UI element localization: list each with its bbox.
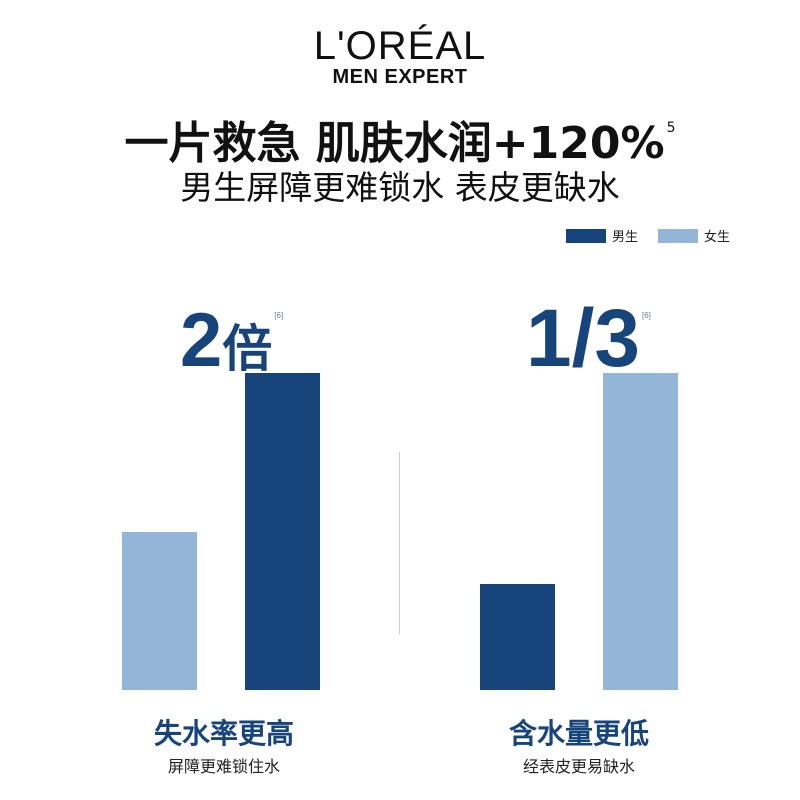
left-annotation-value: 2 <box>180 298 223 383</box>
right-chart-title: 含水量更低 <box>508 717 649 750</box>
right-annotation-ref: [6] <box>642 311 651 320</box>
left-annotation: 2倍[6] <box>180 276 283 389</box>
headline-footnote: 5 <box>666 120 676 136</box>
panel-divider <box>399 452 400 634</box>
right-annotation: 1/3 [6] <box>526 276 651 389</box>
subhead: 男生屏障更难锁水 表皮更缺水 <box>180 168 620 207</box>
right-annotation-value: 1/3 <box>526 293 640 384</box>
chart-legend: 男生 女生 <box>546 226 730 245</box>
legend-item-male: 男生 <box>565 226 638 245</box>
headline: 一片救急 肌肤水润+120% 5 <box>0 100 800 172</box>
left-annotation-ref: [6] <box>274 311 284 320</box>
legend-swatch-male <box>565 228 606 243</box>
left-annotation-suffix: 倍 <box>222 320 273 378</box>
legend-item-female: 女生 <box>657 226 730 245</box>
headline-text: 一片救急 肌肤水润+120% <box>124 118 665 169</box>
legend-label-male: 男生 <box>611 230 638 245</box>
left-chart-subtitle: 屏障更难锁住水 <box>167 757 280 776</box>
brand-sub-name: MEN EXPERT <box>332 66 468 88</box>
right-chart-subtitle: 经表皮更易缺水 <box>522 757 635 776</box>
left-chart-title: 失水率更高 <box>153 717 294 750</box>
legend-swatch-female <box>657 228 698 243</box>
left-bar-second <box>245 373 320 690</box>
right-bar-second <box>603 373 678 690</box>
right-bar-first <box>480 584 555 690</box>
left-bar-first <box>122 531 197 690</box>
brand-logo: L'ORÉAL MEN EXPERT <box>0 26 800 88</box>
legend-label-female: 女生 <box>703 230 730 245</box>
brand-name: L'ORÉAL <box>313 24 487 68</box>
